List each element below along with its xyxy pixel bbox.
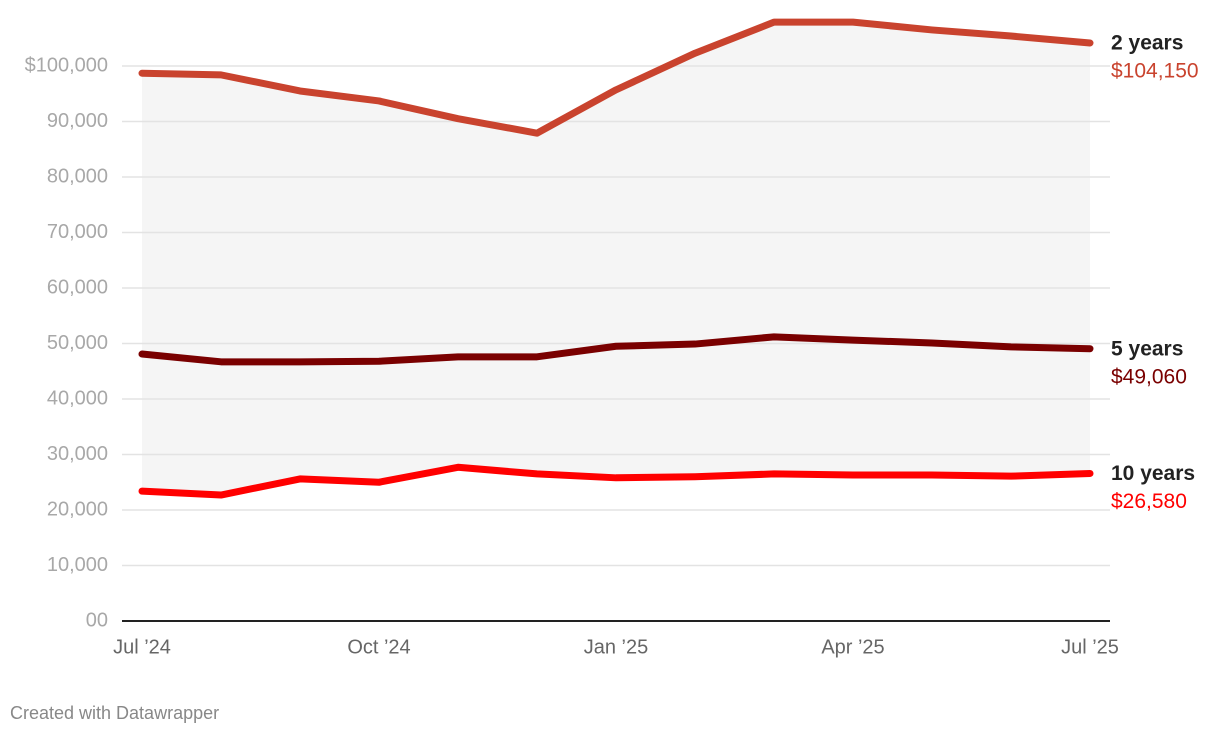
end-value-label: $49,060 xyxy=(1111,365,1187,388)
y-tick-label: 10,000 xyxy=(47,554,108,576)
series-line xyxy=(138,333,1094,366)
series-name: 10 years xyxy=(1111,462,1195,485)
x-tick-label: Jan ’25 xyxy=(584,636,649,658)
y-tick-label: 90,000 xyxy=(47,110,108,132)
end-value-label: $26,580 xyxy=(1111,490,1187,513)
series-line xyxy=(138,18,1094,137)
y-tick-label: 00 xyxy=(86,609,108,631)
y-tick-label: 20,000 xyxy=(47,498,108,520)
y-tick-label: 30,000 xyxy=(47,443,108,465)
y-tick-label: 70,000 xyxy=(47,221,108,243)
y-tick-label: 80,000 xyxy=(47,165,108,187)
y-tick-label: $100,000 xyxy=(25,54,108,76)
series-line xyxy=(138,463,1094,499)
series-name: 5 years xyxy=(1111,337,1183,360)
y-tick-label: 50,000 xyxy=(47,332,108,354)
y-tick-label: 40,000 xyxy=(47,387,108,409)
range-band xyxy=(142,22,1090,496)
x-tick-label: Apr ’25 xyxy=(821,636,884,658)
x-tick-label: Jul ’25 xyxy=(1061,636,1119,658)
credit: Created with Datawrapper xyxy=(10,703,219,723)
x-tick-label: Oct ’24 xyxy=(347,636,410,658)
series-name: 2 years xyxy=(1111,32,1183,55)
end-value-label: $104,150 xyxy=(1111,60,1199,83)
y-tick-label: 60,000 xyxy=(47,276,108,298)
x-tick-label: Jul ’24 xyxy=(113,636,171,658)
